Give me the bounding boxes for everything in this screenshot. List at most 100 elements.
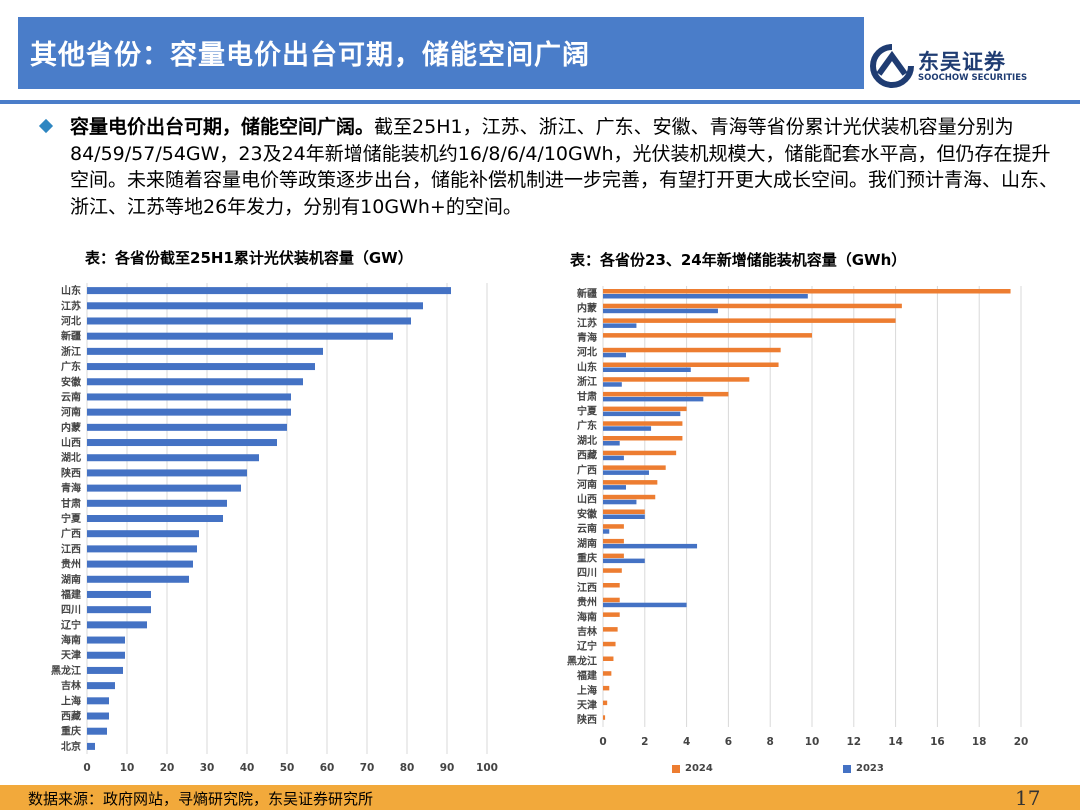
bar-2024-河北 [603, 347, 781, 353]
x-tick-label: 14 [888, 736, 903, 748]
page-title: 其他省份：容量电价出台可期，储能空间广阔 [30, 40, 590, 71]
bar-2024-西藏 [603, 450, 677, 456]
x-tick-label: 100 [476, 762, 498, 774]
y-tick-label: 山西 [61, 436, 81, 449]
x-tick-label: 20 [1014, 736, 1029, 748]
y-tick-label: 安徽 [61, 375, 82, 388]
y-tick-label: 山西 [577, 493, 597, 506]
y-tick-label: 河北 [577, 346, 597, 359]
y-tick-label: 河南 [577, 478, 597, 491]
bar-2024-广西 [603, 465, 666, 470]
x-tick-label: 16 [930, 736, 945, 748]
bar-2024-云南 [603, 524, 624, 529]
page-number: 17 [1015, 786, 1041, 810]
x-tick-label: 30 [200, 762, 215, 774]
y-tick-label: 江苏 [577, 316, 597, 329]
bar-天津 [87, 651, 125, 659]
legend-swatch-2023 [843, 765, 851, 773]
bar-贵州 [87, 560, 193, 568]
y-tick-label: 甘肃 [61, 497, 81, 510]
bar-吉林 [87, 682, 115, 690]
y-tick-label: 浙江 [577, 375, 597, 388]
y-tick-label: 广东 [61, 360, 81, 373]
chart-title-pv: 表：各省份截至25H1累计光伏装机容量（GW） [85, 249, 413, 267]
y-tick-label: 云南 [577, 522, 597, 535]
x-tick-label: 10 [805, 736, 820, 748]
y-tick-label: 上海 [577, 684, 597, 697]
x-tick-label: 12 [846, 736, 861, 748]
bar-2024-湖北 [603, 436, 683, 441]
logo-name-cn: 东吴证券 [918, 50, 1006, 74]
bar-2024-河南 [603, 480, 658, 485]
header-divider [0, 100, 1080, 104]
y-tick-label: 四川 [577, 567, 597, 579]
bar-2023-西藏 [603, 455, 624, 461]
bar-江西 [87, 545, 197, 553]
y-tick-label: 吉林 [577, 625, 598, 638]
y-tick-label: 新疆 [577, 287, 597, 300]
bar-广东 [87, 363, 315, 371]
bar-2023-宁夏 [603, 411, 681, 417]
bar-2023-安徽 [603, 514, 645, 519]
y-tick-label: 北京 [61, 740, 81, 753]
x-tick-label: 0 [83, 762, 90, 774]
bar-安徽 [87, 378, 303, 386]
y-tick-label: 黑龙江 [567, 654, 597, 667]
bar-2024-天津 [603, 700, 608, 706]
y-tick-label: 湖北 [61, 451, 81, 464]
x-tick-label: 2 [641, 736, 648, 748]
data-source: 数据来源：政府网站，寻熵研究院，东吴证券研究所 [28, 790, 374, 808]
y-tick-label: 甘肃 [577, 390, 597, 403]
bar-黑龙江 [87, 666, 123, 674]
x-tick-label: 70 [360, 762, 375, 774]
x-tick-label: 8 [767, 736, 774, 748]
y-tick-label: 辽宁 [61, 618, 81, 631]
bar-2024-内蒙 [603, 303, 902, 309]
x-tick-label: 50 [280, 762, 295, 774]
bar-2024-安徽 [603, 509, 645, 514]
bar-四川 [87, 606, 151, 614]
y-tick-label: 天津 [577, 698, 597, 711]
bar-2024-海南 [603, 612, 620, 617]
bar-山西 [87, 439, 277, 447]
bar-2023-广东 [603, 426, 652, 431]
bar-2024-江西 [603, 583, 620, 588]
bar-2023-江苏 [603, 323, 637, 328]
bar-湖南 [87, 575, 189, 583]
logo-name-en: SOOCHOW SECURITIES [918, 73, 1028, 83]
bar-2024-上海 [603, 685, 610, 691]
bar-2024-山西 [603, 494, 656, 500]
x-tick-label: 80 [400, 762, 415, 774]
y-tick-label: 青海 [577, 331, 597, 344]
bar-辽宁 [87, 621, 147, 629]
bar-山东 [87, 287, 451, 295]
y-tick-label: 海南 [577, 610, 597, 623]
bar-江苏 [87, 302, 423, 310]
y-tick-label: 湖北 [577, 434, 597, 447]
y-tick-label: 吉林 [61, 679, 82, 692]
y-tick-label: 江西 [61, 542, 81, 555]
bar-2023-甘肃 [603, 396, 704, 402]
y-tick-label: 广西 [577, 463, 597, 476]
bar-2023-河南 [603, 485, 626, 490]
bar-2024-新疆 [603, 289, 1011, 294]
x-tick-label: 40 [240, 762, 255, 774]
y-tick-label: 江西 [577, 581, 597, 594]
bar-青海 [87, 484, 241, 492]
y-tick-label: 广东 [577, 419, 597, 432]
bar-福建 [87, 590, 151, 598]
legend-label-2024: 2024 [685, 763, 713, 774]
bar-2024-四川 [603, 568, 622, 573]
y-tick-label: 内蒙 [577, 302, 597, 315]
y-tick-label: 海南 [61, 634, 81, 647]
y-tick-label: 天津 [61, 649, 81, 662]
y-tick-label: 青海 [61, 482, 81, 495]
bar-2024-广东 [603, 421, 683, 426]
y-tick-label: 贵州 [577, 596, 597, 609]
y-tick-label: 山东 [577, 360, 597, 373]
bar-北京 [87, 742, 95, 750]
y-tick-label: 宁夏 [61, 512, 82, 525]
bar-甘肃 [87, 499, 227, 507]
y-tick-label: 四川 [61, 604, 81, 616]
